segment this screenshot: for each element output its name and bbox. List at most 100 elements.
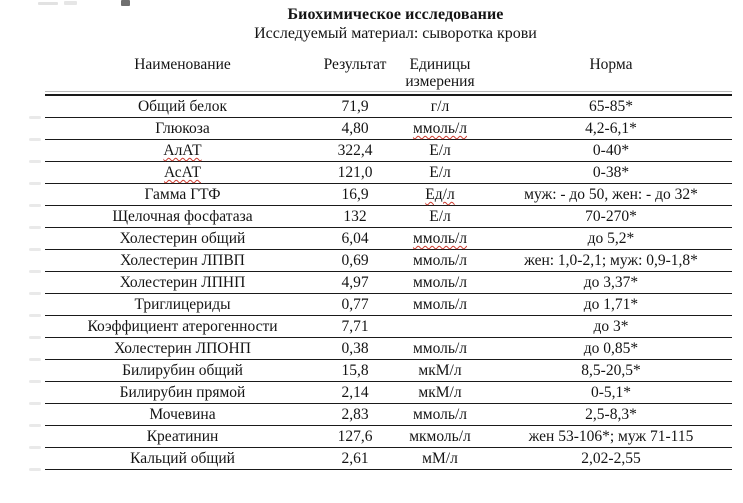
cell-units-text: Е/л	[429, 208, 451, 225]
cell-name: Креатинин	[45, 426, 320, 447]
cell-name: Холестерин ЛПНП	[45, 272, 320, 293]
cell-units-text: мкМ/л	[418, 384, 462, 401]
cell-name: Триглицериды	[45, 294, 320, 315]
cell-units-text: мкмоль/л	[409, 428, 471, 445]
cell-result-text: 7,71	[341, 318, 369, 335]
cell-result: 6,04	[320, 228, 390, 249]
cell-units-text: мМ/л	[422, 450, 458, 467]
cell-norm: до 0,85*	[490, 338, 732, 359]
cell-result: 2,14	[320, 382, 390, 403]
table-row: Общий белок 71,9 г/л 65-85*	[29, 96, 732, 119]
cell-result-text: 0,77	[341, 296, 369, 313]
cell-result-text: 16,9	[341, 186, 369, 203]
cell-result: 2,83	[320, 404, 390, 425]
document-header: Биохимическое исследование Исследуемый м…	[0, 0, 743, 43]
cell-result: 15,8	[320, 360, 390, 381]
cell-name-text: Билирубин общий	[122, 362, 243, 379]
cell-result-text: 2,14	[341, 384, 369, 401]
cell-norm-text: 2,02-2,55	[581, 450, 641, 467]
cell-units: мкМ/л	[390, 382, 490, 403]
cell-name: Мочевина	[45, 404, 320, 425]
cell-units: ммоль/л	[390, 404, 490, 425]
table-row: АлАТ 322,4 Е/л 0-40*	[29, 140, 732, 163]
cell-name: АлАТ	[45, 140, 320, 161]
cell-result-text: 15,8	[341, 362, 369, 379]
cell-norm-text: 0-40*	[592, 142, 630, 159]
table-row: Триглицериды 0,77 ммоль/л до 1,71*	[29, 294, 732, 317]
table-row: Щелочная фосфатаза 132 Е/л 70-270*	[29, 206, 732, 229]
cell-units-text: ммоль/л	[412, 274, 467, 291]
cell-norm: 65-85*	[490, 96, 732, 117]
cell-result-text: 121,0	[337, 164, 373, 181]
cell-norm: 0-38*	[490, 162, 732, 183]
cell-result-text: 4,97	[341, 274, 369, 291]
header-divider	[45, 91, 732, 96]
cell-name: Щелочная фосфатаза	[45, 206, 320, 227]
cell-norm-text: 8,5-20,5*	[581, 362, 641, 379]
cell-norm: жен 53-106*; муж 71-115	[490, 426, 732, 447]
cell-norm: жен: 1,0-2,1; муж: 0,9-1,8*	[490, 250, 732, 271]
table-row: Гамма ГТФ 16,9 Ед/л муж: - до 50, жен: - до…	[29, 184, 732, 207]
cell-result: 0,69	[320, 250, 390, 271]
cell-name-text: Коэффициент атерогенности	[87, 318, 278, 335]
cell-name: Холестерин ЛПОНП	[45, 338, 320, 359]
cell-result: 127,6	[320, 426, 390, 447]
table-row: Билирубин общий 15,8 мкМ/л 8,5-20,5*	[29, 360, 732, 383]
column-header-units: Единицы измерения	[405, 56, 475, 90]
cell-name: Билирубин общий	[45, 360, 320, 381]
cell-units-text: ммоль/л	[412, 296, 467, 313]
cell-result-text: 0,69	[341, 252, 369, 269]
cell-units-text: мкМ/л	[418, 362, 462, 379]
cell-norm: до 5,2*	[490, 228, 732, 249]
cell-result-text: 2,83	[341, 406, 369, 423]
cell-units: мкМ/л	[390, 360, 490, 381]
document-title: Биохимическое исследование	[287, 6, 504, 23]
cell-name: Кальций общий	[45, 448, 320, 469]
cell-result-text: 132	[343, 208, 367, 225]
cell-units: мкмоль/л	[390, 426, 490, 447]
scan-artifact	[0, 0, 200, 12]
cell-norm-text: муж: - до 50, жен: - до 32*	[524, 186, 698, 203]
cell-units-text: г/л	[430, 98, 450, 115]
cell-units: ммоль/л	[390, 338, 490, 359]
cell-name: Глюкоза	[45, 118, 320, 139]
cell-units: Е/л	[390, 140, 490, 161]
cell-result-text: 71,9	[341, 98, 369, 115]
cell-name-text: Глюкоза	[155, 120, 210, 137]
column-header-name: Наименование	[134, 56, 231, 73]
scan-artifact-mark	[121, 0, 130, 6]
cell-result-text: 2,61	[341, 450, 369, 467]
table-row: Креатинин 127,6 мкмоль/л жен 53-106*; муж 7…	[29, 426, 732, 449]
scan-artifact-mark	[38, 2, 58, 5]
cell-units	[390, 316, 490, 337]
cell-units: ммоль/л	[390, 118, 490, 139]
cell-norm-text: до 0,85*	[583, 340, 639, 357]
cell-norm: 0-5,1*	[490, 382, 732, 403]
table-row: Холестерин общий 6,04 ммоль/л до 5,2*	[29, 228, 732, 251]
cell-units: ммоль/л	[390, 272, 490, 293]
table-row: Кальций общий 2,61 мМ/л 2,02-2,55	[29, 448, 732, 471]
cell-norm-text: 65-85*	[589, 98, 633, 115]
cell-norm: 8,5-20,5*	[490, 360, 732, 381]
cell-units: ммоль/л	[390, 250, 490, 271]
cell-name: Холестерин ЛПВП	[45, 250, 320, 271]
cell-norm: муж: - до 50, жен: - до 32*	[490, 184, 732, 205]
cell-units: мМ/л	[390, 448, 490, 469]
column-header-norm: Норма	[589, 56, 633, 73]
table-row: Коэффициент атерогенности 7,71 до 3*	[29, 316, 732, 339]
document-subtitle: Исследуемый материал: сыворотка крови	[254, 25, 537, 42]
cell-norm: 2,5-8,3*	[490, 404, 732, 425]
cell-result: 132	[320, 206, 390, 227]
table-body: Общий белок 71,9 г/л 65-85* Глюкоза 4,80 ммоль…	[29, 96, 732, 471]
cell-name: Билирубин прямой	[45, 382, 320, 403]
cell-name-text: АсАТ	[164, 164, 201, 181]
cell-name-text: Мочевина	[149, 406, 216, 423]
table-row: АсАТ 121,0 Е/л 0-38*	[29, 162, 732, 185]
cell-result-text: 322,4	[337, 142, 373, 159]
cell-name-text: Общий белок	[137, 98, 228, 115]
cell-result-text: 127,6	[337, 428, 373, 445]
cell-norm-text: 2,5-8,3*	[585, 406, 637, 423]
table-row: Билирубин прямой 2,14 мкМ/л 0-5,1*	[29, 382, 732, 405]
cell-result: 121,0	[320, 162, 390, 183]
